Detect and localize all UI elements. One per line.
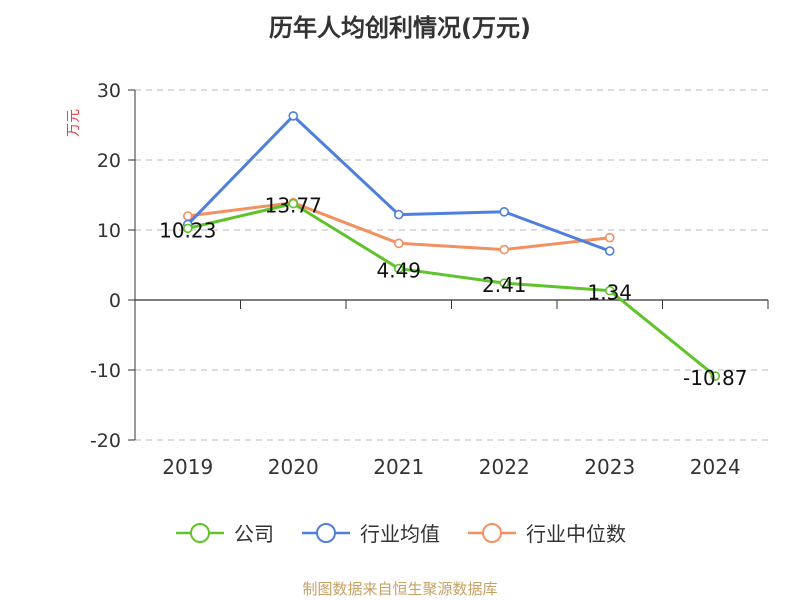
axes: 30 20 10 0 -10 -20 万元 2019 2020 2021 2022 2023 2024 bbox=[66, 80, 769, 479]
x-tick-label: 2020 bbox=[268, 455, 319, 479]
legend-swatch bbox=[176, 522, 224, 543]
series-line bbox=[187, 202, 717, 378]
data-labels: 10.23 13.77 4.49 2.41 1.34 -10.87 bbox=[159, 194, 747, 390]
series-point bbox=[604, 232, 615, 243]
series-point bbox=[604, 285, 615, 296]
x-tick-label: 2024 bbox=[690, 455, 741, 479]
legend-swatch bbox=[468, 522, 516, 543]
series-point bbox=[499, 278, 510, 288]
legend: 公司 行业均值 行业中位数 bbox=[0, 518, 800, 547]
legend-label: 公司 bbox=[234, 522, 274, 546]
legend-label: 行业中位数 bbox=[526, 522, 626, 546]
legend-label: 行业均值 bbox=[360, 522, 440, 546]
data-label: 13.77 bbox=[265, 194, 322, 218]
y-tick-label: 20 bbox=[97, 150, 121, 172]
data-label: 2.41 bbox=[482, 273, 527, 297]
legend-item[interactable]: 公司 bbox=[174, 518, 274, 547]
series-point bbox=[288, 111, 299, 121]
x-tick-label: 2019 bbox=[162, 455, 213, 479]
series-point bbox=[710, 371, 721, 381]
y-tick-label: -10 bbox=[90, 360, 121, 382]
legend-swatch bbox=[302, 522, 350, 543]
x-tick-label: 2022 bbox=[479, 455, 530, 479]
series-line bbox=[186, 114, 611, 253]
series-lines bbox=[182, 111, 721, 381]
source-note: 制图数据来自恒生聚源数据库 bbox=[302, 580, 498, 598]
data-label: 4.49 bbox=[376, 259, 421, 283]
series-point bbox=[288, 198, 299, 209]
series-point bbox=[393, 209, 404, 220]
series-point bbox=[393, 263, 404, 274]
y-tick-label: 10 bbox=[97, 220, 121, 242]
data-label: -10.87 bbox=[683, 366, 747, 390]
data-label: 1.34 bbox=[587, 281, 632, 305]
y-tick-label: -20 bbox=[90, 430, 121, 452]
data-label: 10.23 bbox=[159, 218, 216, 242]
series-point bbox=[499, 244, 510, 255]
x-tick-label: 2023 bbox=[584, 455, 635, 479]
y-axis-title: 万元 bbox=[66, 109, 82, 137]
legend-item[interactable]: 行业中位数 bbox=[466, 518, 626, 547]
series-point bbox=[182, 223, 193, 234]
series-point bbox=[604, 246, 615, 256]
grid-lines bbox=[135, 89, 768, 441]
legend-item[interactable]: 行业均值 bbox=[300, 518, 440, 547]
y-tick-label: 30 bbox=[97, 80, 121, 102]
chart-title: 历年人均创利情况(万元) bbox=[269, 14, 531, 42]
x-tick-label: 2021 bbox=[373, 455, 424, 479]
series-point bbox=[499, 207, 510, 217]
y-tick-label: 0 bbox=[109, 290, 121, 312]
series-point bbox=[393, 238, 404, 249]
